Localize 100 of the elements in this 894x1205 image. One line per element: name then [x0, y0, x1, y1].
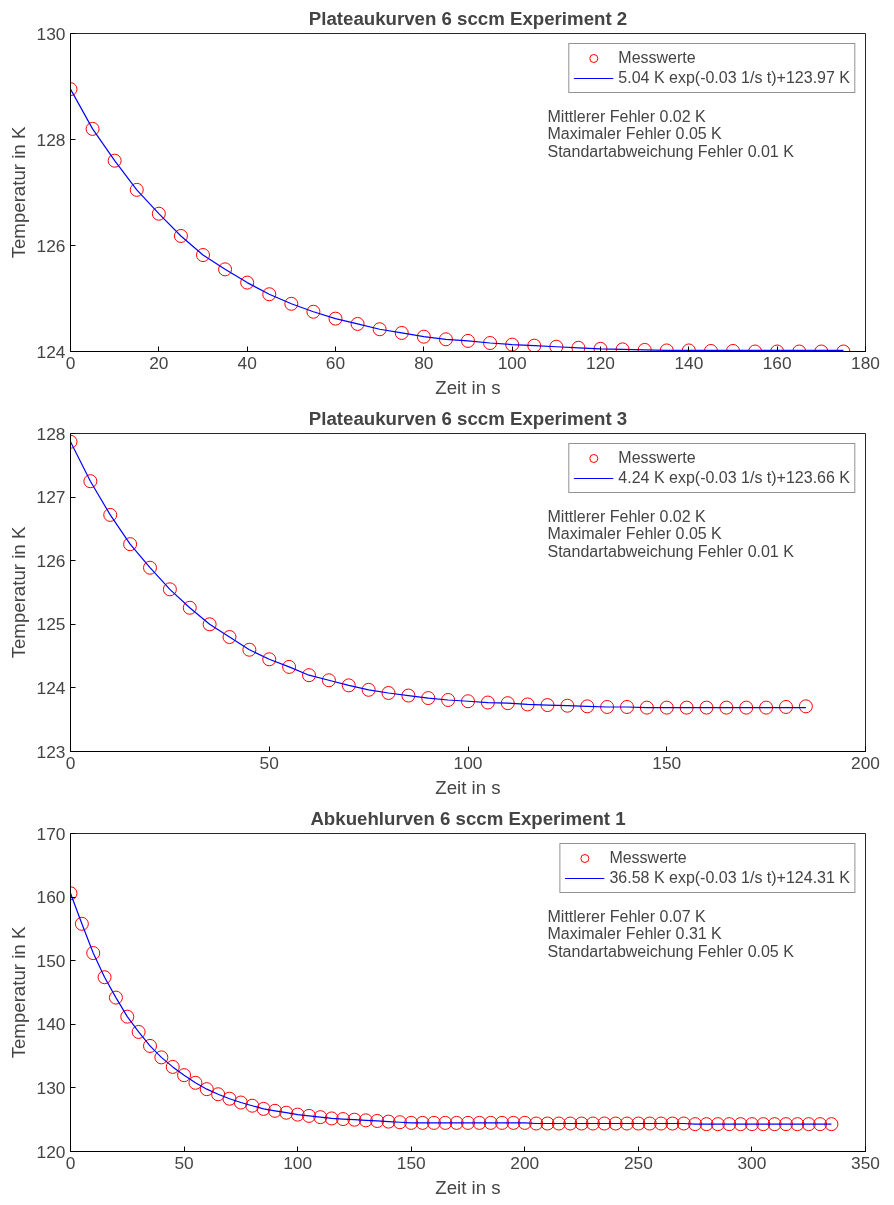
point: [441, 693, 456, 707]
point: [240, 275, 255, 290]
point: [759, 700, 774, 715]
point: [798, 699, 813, 714]
y-tick-label: 124: [36, 341, 66, 362]
x-tick-label: 100: [497, 352, 527, 373]
point: [779, 699, 793, 714]
point: [500, 696, 515, 711]
point: [560, 698, 575, 713]
point: [461, 333, 475, 348]
y-axis-title: Temperatur in K: [7, 126, 29, 259]
chart-title: Plateaukurven 6 sccm Experiment 3: [308, 407, 628, 429]
x-tick-label: 200: [851, 752, 880, 773]
x-tick-label: 350: [851, 1152, 880, 1173]
point: [381, 686, 396, 700]
y-tick-label: 150: [36, 950, 66, 971]
point: [540, 698, 555, 713]
point: [483, 336, 498, 351]
y-axis-title: Temperatur in K: [7, 926, 29, 1059]
point: [461, 694, 475, 709]
point: [341, 678, 356, 693]
x-tick-label: 50: [174, 1152, 194, 1173]
point: [549, 339, 564, 352]
annotation: Standartabweichung Fehler 0.01 K: [547, 542, 795, 560]
point: [173, 228, 188, 243]
y-tick-label: 140: [36, 1014, 66, 1035]
x-tick-label: 140: [674, 352, 704, 373]
x-tick-label: 100: [283, 1152, 313, 1173]
y-tick-label: 126: [36, 235, 66, 256]
x-tick-label: 40: [237, 352, 257, 373]
point: [394, 325, 409, 340]
point: [107, 153, 122, 168]
x-tick-label: 150: [652, 752, 682, 773]
legend-label: Messwerte: [618, 49, 696, 67]
y-tick-label: 128: [36, 129, 66, 150]
x-tick-label: 250: [623, 1152, 653, 1173]
point: [282, 659, 297, 674]
line-series: [70, 88, 845, 352]
y-tick-label: 130: [36, 23, 66, 44]
x-tick-label: 0: [65, 1152, 76, 1173]
point: [520, 697, 535, 712]
annotation: Standartabweichung Fehler 0.01 K: [547, 142, 795, 160]
point: [620, 699, 634, 714]
point: [83, 474, 98, 489]
legend-label: 4.24 K exp(-0.03 1/s t)+123.66 K: [618, 469, 850, 487]
point: [350, 316, 365, 331]
point: [151, 206, 166, 221]
x-tick-label: 200: [510, 1152, 540, 1173]
point: [639, 700, 654, 715]
point: [361, 682, 376, 697]
point: [242, 642, 257, 657]
chart-title: Plateaukurven 6 sccm Experiment 2: [308, 7, 628, 29]
point: [580, 699, 595, 714]
point: [699, 700, 714, 715]
y-tick-label: 126: [36, 550, 66, 571]
x-tick-label: 60: [325, 352, 346, 373]
chart-title: Abkuehlurven 6 sccm Experiment 1: [310, 807, 626, 829]
point: [162, 582, 177, 597]
y-tick-label: 170: [36, 823, 66, 844]
y-tick-label: 125: [36, 614, 66, 635]
x-axis-title: Zeit in s: [435, 376, 501, 398]
point: [321, 673, 336, 688]
point: [505, 337, 520, 352]
point: [196, 248, 210, 263]
point: [262, 287, 277, 302]
annotation: Standartabweichung Fehler 0.05 K: [547, 942, 795, 960]
point: [202, 617, 217, 632]
point: [527, 338, 542, 352]
y-tick-label: 124: [36, 677, 66, 698]
point: [372, 322, 387, 337]
x-tick-label: 0: [65, 352, 76, 373]
legend-label: Messwerte: [618, 449, 696, 467]
x-axis-title: Zeit in s: [435, 1176, 501, 1198]
point: [284, 296, 299, 311]
point: [306, 304, 321, 319]
point: [262, 652, 277, 667]
point: [480, 695, 495, 710]
y-tick-label: 128: [36, 423, 66, 444]
x-tick-label: 150: [396, 1152, 426, 1173]
legend-label: 36.58 K exp(-0.03 1/s t)+124.31 K: [609, 869, 850, 887]
point: [719, 700, 734, 715]
point: [401, 688, 416, 703]
annotation: Maximaler Fehler 0.05 K: [547, 525, 723, 543]
point: [85, 121, 100, 136]
x-tick-label: 20: [149, 352, 169, 373]
x-tick-label: 80: [414, 352, 434, 373]
annotation: Mittlerer Fehler 0.02 K: [547, 507, 707, 525]
x-tick-label: 120: [586, 352, 615, 373]
legend-label: Messwerte: [609, 849, 687, 867]
annotation: Mittlerer Fehler 0.07 K: [547, 907, 707, 925]
annotation: Maximaler Fehler 0.05 K: [547, 125, 723, 143]
x-tick-label: 50: [259, 752, 279, 773]
y-tick-label: 127: [36, 487, 66, 508]
point: [123, 537, 138, 552]
y-tick-label: 123: [36, 741, 66, 762]
y-axis-title: Temperatur in K: [7, 526, 29, 659]
point: [302, 668, 316, 683]
point: [328, 311, 343, 326]
x-axis-title: Zeit in s: [435, 776, 501, 798]
y-tick-label: 160: [36, 887, 66, 908]
